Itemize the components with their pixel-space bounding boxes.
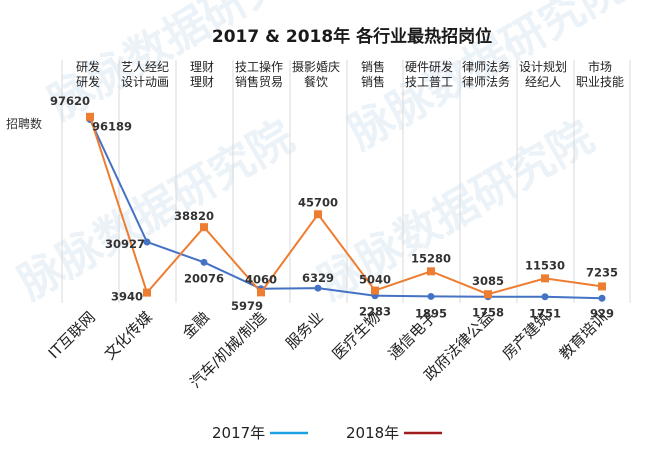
data-label-2018年-5: 5040	[359, 273, 391, 287]
legend-label-0: 2017年	[212, 424, 265, 442]
top-label-2-1: 理财	[190, 75, 214, 89]
x-label-8: 房产建筑	[499, 308, 554, 363]
legend-label-1: 2018年	[346, 424, 399, 442]
data-label-2018年-4: 45700	[298, 195, 338, 209]
series-layer	[86, 112, 606, 302]
point-2018-9	[598, 282, 606, 291]
top-label-3-0: 技工操作	[235, 59, 283, 74]
point-2018-4	[314, 210, 322, 219]
point-2018-3	[257, 288, 265, 297]
x-label-4: 服务业	[282, 308, 327, 353]
data-label-2018年-7: 3085	[472, 274, 504, 288]
data-label-2018年-3: 4060	[245, 272, 277, 286]
point-2018-7	[484, 290, 492, 299]
data-label-2017年-3: 5979	[231, 299, 263, 313]
data-label-2017年-4: 6329	[302, 271, 334, 285]
top-label-1-0: 艺人经纪	[121, 60, 169, 74]
data-label-2018年-2: 38820	[174, 209, 214, 223]
x-label-9: 教育培训	[556, 308, 611, 363]
data-label-2017年-0: 96189	[92, 120, 132, 134]
point-2018-6	[427, 267, 435, 276]
top-label-8-0: 设计规划	[519, 59, 567, 74]
x-label-2: 金融	[179, 308, 213, 342]
top-label-7-0: 律师法务	[462, 59, 510, 74]
point-2017-4	[314, 284, 322, 292]
x-label-0: IT互联网	[45, 308, 99, 362]
top-label-4-0: 摄影婚庆	[292, 59, 340, 74]
x-label-6: 通信电子	[385, 308, 440, 363]
data-label-2017年-2: 20076	[184, 271, 224, 285]
top-label-5-0: 销售	[361, 59, 385, 74]
data-label-2017年-7: 1758	[472, 306, 504, 320]
series-line-2017年	[89, 119, 603, 300]
point-2018-2	[200, 223, 208, 232]
point-2017-8	[541, 293, 549, 301]
data-label-2018年-1: 3940	[111, 290, 143, 304]
top-label-2-0: 理财	[190, 60, 214, 74]
top-label-9-0: 市场	[588, 59, 612, 74]
data-label-2017年-1: 30927	[105, 237, 145, 251]
top-label-3-1: 销售贸易	[235, 74, 283, 89]
legend: 2017年 2018年	[212, 424, 442, 442]
x-label-1: 文化传媒	[101, 308, 156, 363]
data-label-2017年-8: 1751	[529, 307, 561, 321]
data-label-2018年-9: 7235	[586, 265, 618, 279]
series-line-2018年	[89, 116, 603, 296]
data-label-2018年-8: 11530	[525, 258, 565, 272]
point-2017-1	[143, 238, 151, 246]
data-label-2017年-6: 1895	[415, 306, 447, 320]
top-label-8-1: 经纪人	[525, 75, 561, 89]
data-label-2017年-9: 929	[590, 306, 614, 320]
point-2018-1	[143, 288, 151, 297]
data-label-2018年-0: 97620	[50, 94, 90, 108]
top-label-9-1: 职业技能	[576, 75, 624, 89]
point-2017-2	[200, 258, 208, 266]
chart-title: 2017 & 2018年 各行业最热招岗位	[212, 26, 492, 47]
point-2017-9	[598, 294, 606, 302]
x-label-5: 医疗生物	[329, 308, 384, 363]
top-label-0-1: 研发	[76, 74, 100, 89]
top-label-7-1: 律师法务	[462, 74, 510, 89]
data-label-2018年-6: 15280	[411, 251, 451, 265]
top-label-4-1: 餐饮	[304, 74, 328, 89]
data-labels: 96189 30927 20076 5979 6329 2283 1895 1758 1751 9…	[50, 94, 618, 321]
top-label-5-1: 销售	[361, 74, 385, 89]
top-label-0-0: 研发	[76, 59, 100, 74]
point-2017-6	[427, 292, 435, 300]
point-2018-8	[541, 274, 549, 283]
point-2018-0	[86, 112, 94, 121]
top-label-6-1: 技工普工	[405, 75, 453, 89]
data-label-2017年-5: 2283	[359, 305, 391, 319]
top-label-1-1: 设计动画	[121, 75, 169, 89]
point-2018-5	[371, 286, 379, 295]
top-label-6-0: 硬件研发	[405, 59, 453, 74]
y-axis-label: 招聘数	[6, 116, 42, 131]
